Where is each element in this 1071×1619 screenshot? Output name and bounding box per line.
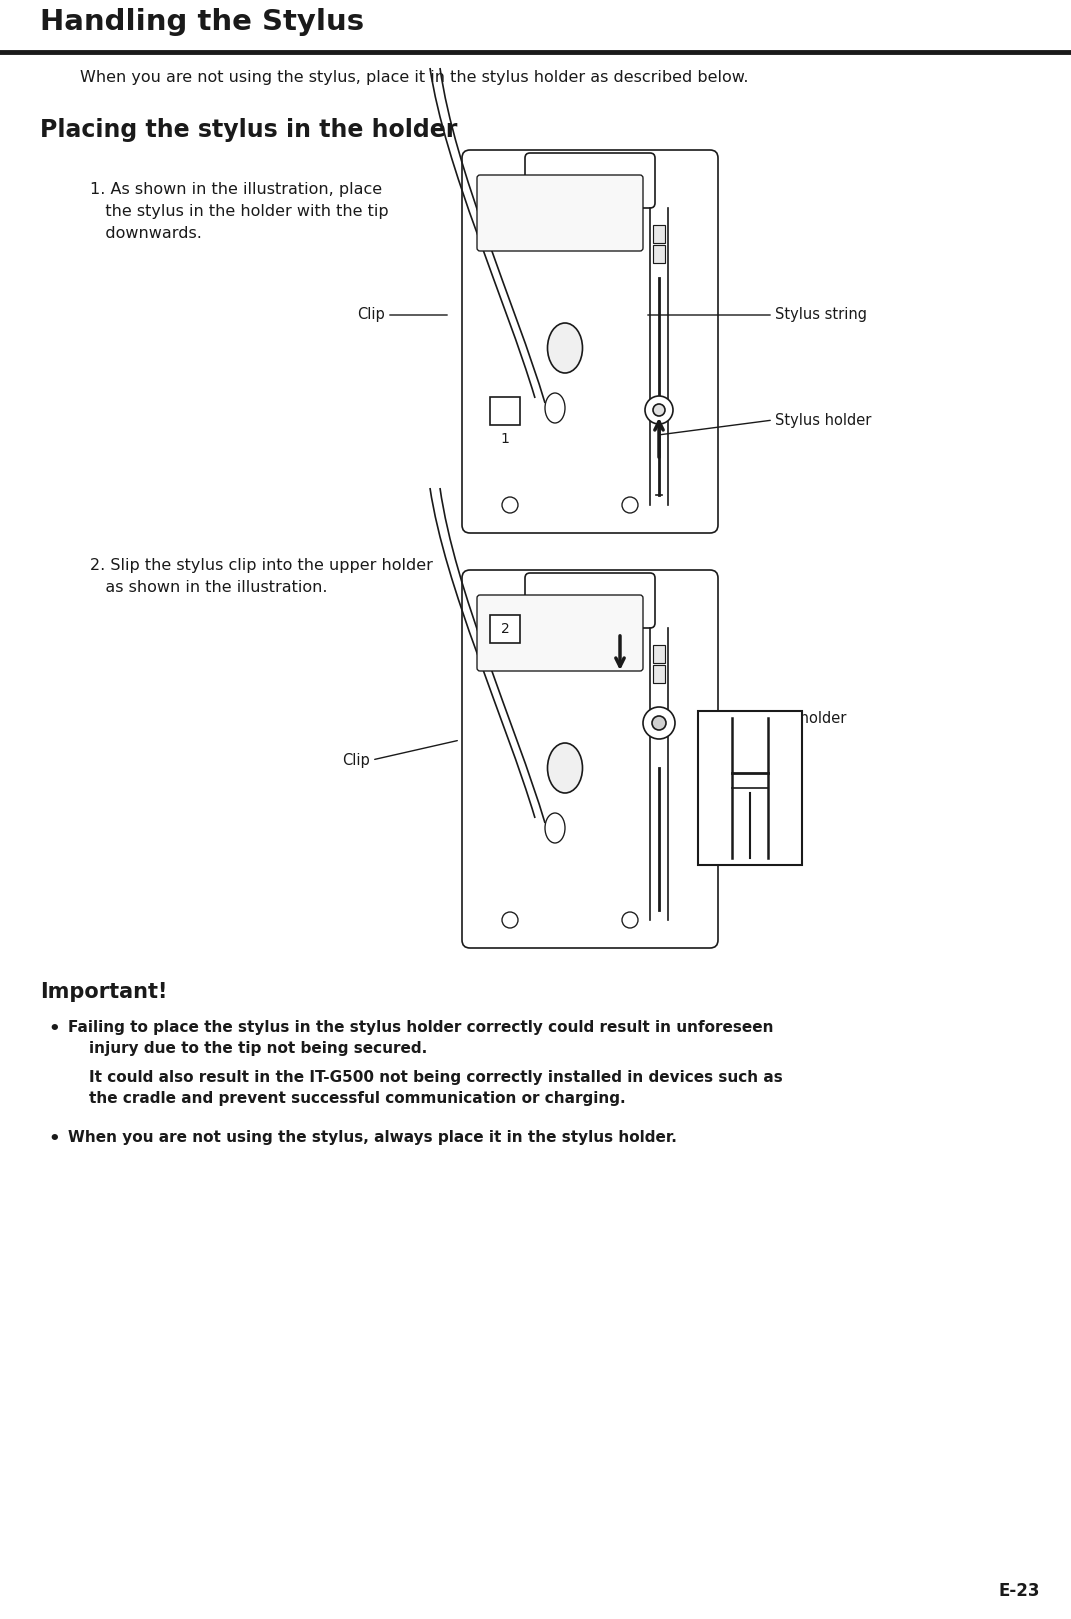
Text: Handling the Stylus: Handling the Stylus [40,8,364,36]
Ellipse shape [547,743,583,793]
FancyBboxPatch shape [477,175,643,251]
Circle shape [622,911,638,928]
Bar [653,644,665,664]
Bar [653,244,665,262]
Text: Clip: Clip [343,753,369,767]
Text: When you are not using the stylus, always place it in the stylus holder.: When you are not using the stylus, alway… [67,1130,677,1145]
Text: Clip: Clip [358,308,384,322]
Text: as shown in the illustration.: as shown in the illustration. [90,580,328,596]
Text: 1. As shown in the illustration, place: 1. As shown in the illustration, place [90,181,382,198]
Bar [491,615,521,643]
Text: Stylus string: Stylus string [775,308,868,322]
Ellipse shape [545,393,565,423]
FancyBboxPatch shape [477,596,643,670]
Bar [653,225,665,243]
Text: Stylus holder: Stylus holder [775,413,872,427]
Bar [491,397,521,426]
Bar [653,665,665,683]
Circle shape [502,911,518,928]
Circle shape [643,708,675,738]
Text: downwards.: downwards. [90,227,201,241]
Text: 2. Slip the stylus clip into the upper holder: 2. Slip the stylus clip into the upper h… [90,559,433,573]
FancyBboxPatch shape [525,154,655,207]
FancyBboxPatch shape [462,151,718,533]
FancyBboxPatch shape [462,570,718,949]
Text: 1: 1 [500,432,510,445]
Text: Placing the stylus in the holder: Placing the stylus in the holder [40,118,457,142]
Circle shape [622,497,638,513]
Circle shape [652,716,666,730]
FancyBboxPatch shape [698,711,802,865]
Text: •: • [48,1130,60,1148]
Text: E-23: E-23 [998,1582,1040,1600]
Text: It could also result in the IT-G500 not being correctly installed in devices suc: It could also result in the IT-G500 not … [67,1070,783,1106]
Text: the stylus in the holder with the tip: the stylus in the holder with the tip [90,204,389,219]
Circle shape [653,405,665,416]
Circle shape [502,497,518,513]
FancyBboxPatch shape [525,573,655,628]
Text: When you are not using the stylus, place it in the stylus holder as described be: When you are not using the stylus, place… [80,70,749,86]
Circle shape [645,397,673,424]
Text: •: • [48,1020,60,1038]
Ellipse shape [547,324,583,372]
Text: Failing to place the stylus in the stylus holder correctly could result in unfor: Failing to place the stylus in the stylu… [67,1020,773,1056]
Text: 2: 2 [500,622,510,636]
Ellipse shape [545,813,565,843]
Text: Important!: Important! [40,983,167,1002]
Text: Stylus holder: Stylus holder [750,711,846,725]
